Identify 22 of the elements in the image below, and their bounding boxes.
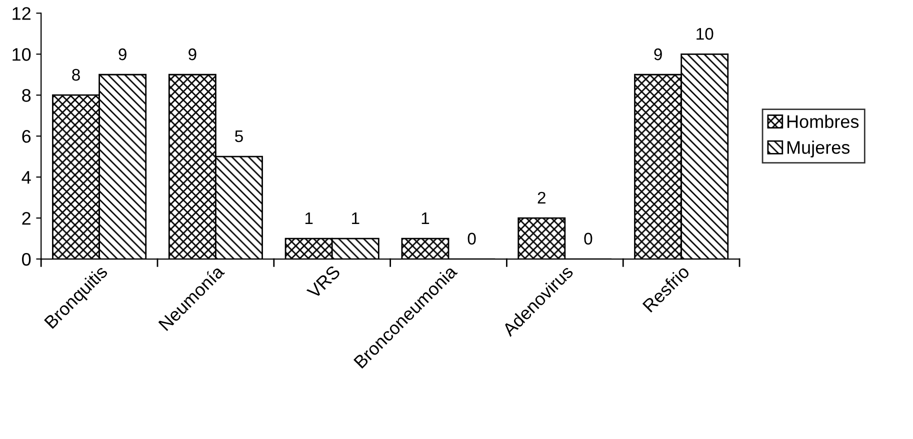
- y-tick-label: 12: [12, 7, 30, 20]
- y-tick-label: 0: [22, 252, 31, 266]
- legend-label: Mujeres: [787, 140, 850, 158]
- data-label: 10: [696, 28, 714, 40]
- data-label: 9: [654, 48, 662, 60]
- data-label: 9: [118, 48, 126, 60]
- y-tick-label: 4: [22, 171, 31, 184]
- data-label: 1: [422, 212, 430, 224]
- y-tick-label: 6: [22, 130, 31, 143]
- data-label: 2: [538, 192, 546, 204]
- data-label: 8: [72, 68, 80, 81]
- data-label: 1: [305, 212, 313, 224]
- data-label: 5: [235, 130, 243, 142]
- legend-label: Hombres: [787, 114, 859, 128]
- x-tick-label: VRS: [306, 264, 341, 300]
- data-label: 0: [584, 232, 592, 245]
- data-label: 1: [352, 212, 360, 224]
- y-tick-label: 2: [22, 212, 30, 225]
- data-label: 9: [188, 48, 196, 60]
- y-tick-label: 8: [22, 89, 31, 102]
- data-label: 0: [468, 232, 476, 245]
- y-tick-label: 10: [12, 48, 31, 61]
